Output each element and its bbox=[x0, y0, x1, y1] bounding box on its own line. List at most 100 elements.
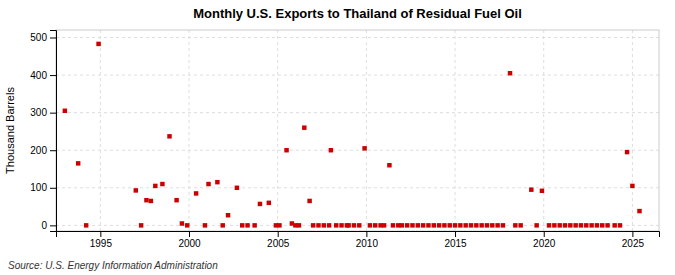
grid-line bbox=[455, 30, 456, 231]
point bbox=[595, 223, 599, 227]
point bbox=[518, 223, 522, 227]
tick: 2020 bbox=[533, 231, 556, 249]
point bbox=[235, 186, 239, 190]
tick-mark bbox=[455, 231, 456, 237]
tick-label: 500 bbox=[30, 32, 47, 43]
tick-mark bbox=[50, 113, 56, 114]
point bbox=[508, 71, 512, 75]
point bbox=[240, 223, 244, 227]
tick: 2015 bbox=[444, 231, 467, 249]
point bbox=[490, 223, 494, 227]
point bbox=[605, 223, 609, 227]
point bbox=[540, 189, 544, 193]
point bbox=[220, 223, 224, 227]
point bbox=[437, 223, 441, 227]
point bbox=[479, 223, 483, 227]
tick-label: 2015 bbox=[444, 238, 467, 249]
point bbox=[144, 198, 148, 202]
grid-line bbox=[56, 187, 659, 188]
grid-line bbox=[543, 30, 544, 231]
point bbox=[357, 223, 361, 227]
grid-line bbox=[56, 112, 659, 113]
point bbox=[612, 223, 616, 227]
point bbox=[421, 223, 425, 227]
tick-mark bbox=[632, 231, 633, 237]
point bbox=[149, 199, 153, 203]
point bbox=[568, 223, 572, 227]
tick-label: 100 bbox=[30, 182, 47, 193]
tick-mark bbox=[278, 231, 279, 237]
point bbox=[346, 223, 350, 227]
point bbox=[267, 201, 271, 205]
tick-label: 400 bbox=[30, 70, 47, 81]
tick-mark bbox=[100, 231, 101, 237]
point bbox=[252, 223, 256, 227]
tick: 400 bbox=[30, 70, 56, 81]
tick-label: 2025 bbox=[622, 238, 645, 249]
point bbox=[405, 223, 409, 227]
point bbox=[600, 223, 604, 227]
point bbox=[245, 223, 249, 227]
tick-mark bbox=[50, 150, 56, 151]
tick-label: 0 bbox=[41, 220, 47, 231]
tick-label: 1995 bbox=[90, 238, 113, 249]
tick-label: 300 bbox=[30, 107, 47, 118]
point bbox=[258, 202, 262, 206]
point bbox=[426, 223, 430, 227]
point bbox=[552, 223, 556, 227]
tick-label: 2010 bbox=[356, 238, 379, 249]
tick: 500 bbox=[30, 32, 56, 43]
plot: 1995200020052010201520202025010020030040… bbox=[30, 30, 659, 249]
point bbox=[206, 182, 210, 186]
point bbox=[174, 198, 178, 202]
title: Monthly U.S. Exports to Thailand of Resi… bbox=[193, 6, 522, 21]
point bbox=[563, 223, 567, 227]
plot-frame bbox=[56, 30, 659, 231]
tick-label: 2005 bbox=[267, 238, 290, 249]
point bbox=[373, 223, 377, 227]
tick-label: 2000 bbox=[178, 238, 201, 249]
grid-line bbox=[277, 30, 278, 231]
point bbox=[584, 223, 588, 227]
point bbox=[579, 223, 583, 227]
point bbox=[96, 42, 100, 46]
tick-mark bbox=[50, 188, 56, 189]
point bbox=[284, 148, 288, 152]
tick-mark bbox=[366, 231, 367, 237]
point bbox=[387, 163, 391, 167]
x-axis: 1995 2000 2005 2010 2015 2020 2025 bbox=[57, 231, 660, 249]
point bbox=[307, 199, 311, 203]
tick: 1995 bbox=[90, 231, 113, 249]
tick: 2010 bbox=[356, 231, 379, 249]
point bbox=[637, 209, 641, 213]
y-axis-label: Thousand Barrels bbox=[4, 87, 16, 174]
point bbox=[453, 223, 457, 227]
point bbox=[167, 134, 171, 138]
axis-line bbox=[50, 31, 57, 232]
point bbox=[180, 221, 184, 225]
point bbox=[501, 223, 505, 227]
point bbox=[311, 223, 315, 227]
grid bbox=[56, 30, 659, 231]
point bbox=[134, 188, 138, 192]
point bbox=[391, 223, 395, 227]
point bbox=[625, 150, 629, 154]
point bbox=[513, 223, 517, 227]
tick: 0 bbox=[41, 220, 56, 231]
point bbox=[618, 223, 622, 227]
point bbox=[327, 223, 331, 227]
tick-mark bbox=[50, 225, 56, 226]
point bbox=[529, 187, 533, 191]
annotation: Source: U.S. Energy Information Administ… bbox=[8, 260, 218, 271]
chart: 1995200020052010201520202025010020030040… bbox=[0, 0, 675, 275]
point bbox=[160, 182, 164, 186]
point bbox=[329, 148, 333, 152]
point bbox=[589, 223, 593, 227]
grid-line bbox=[56, 75, 659, 76]
tick-mark bbox=[544, 231, 545, 237]
point bbox=[339, 223, 343, 227]
point bbox=[215, 180, 219, 184]
point bbox=[447, 223, 451, 227]
point bbox=[277, 223, 281, 227]
point bbox=[76, 161, 80, 165]
